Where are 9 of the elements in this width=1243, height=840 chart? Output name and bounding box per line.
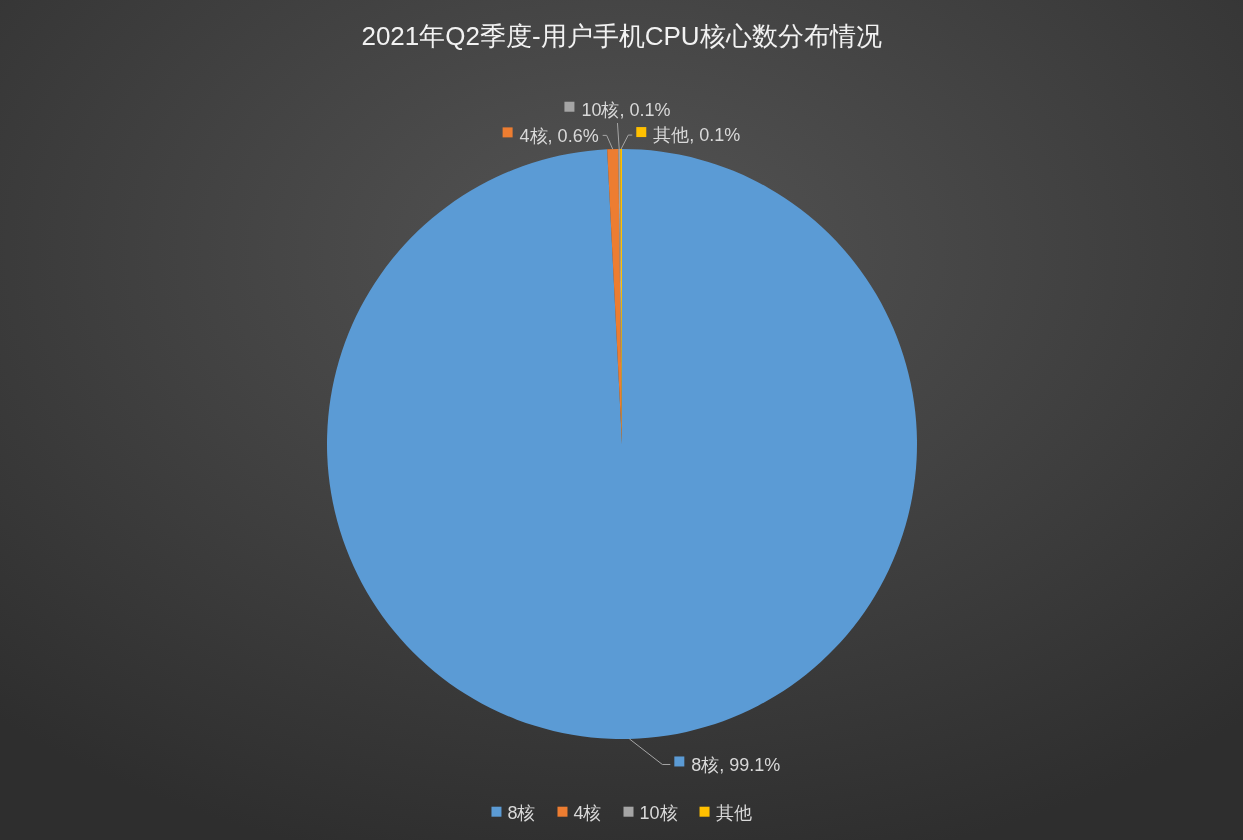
legend-label: 4核 bbox=[573, 803, 602, 823]
legend-label: 8核 bbox=[507, 803, 536, 823]
data-label: 其他, 0.1% bbox=[653, 125, 741, 146]
legend-label: 10核 bbox=[639, 803, 678, 823]
data-label: 4核, 0.6% bbox=[519, 125, 599, 146]
data-label: 10核, 0.1% bbox=[581, 100, 671, 121]
legend-label: 其他 bbox=[715, 803, 752, 823]
data-label: 8核, 99.1% bbox=[691, 754, 781, 775]
title: 2021年Q2季度-用户手机CPU核心数分布情况 bbox=[361, 21, 882, 51]
